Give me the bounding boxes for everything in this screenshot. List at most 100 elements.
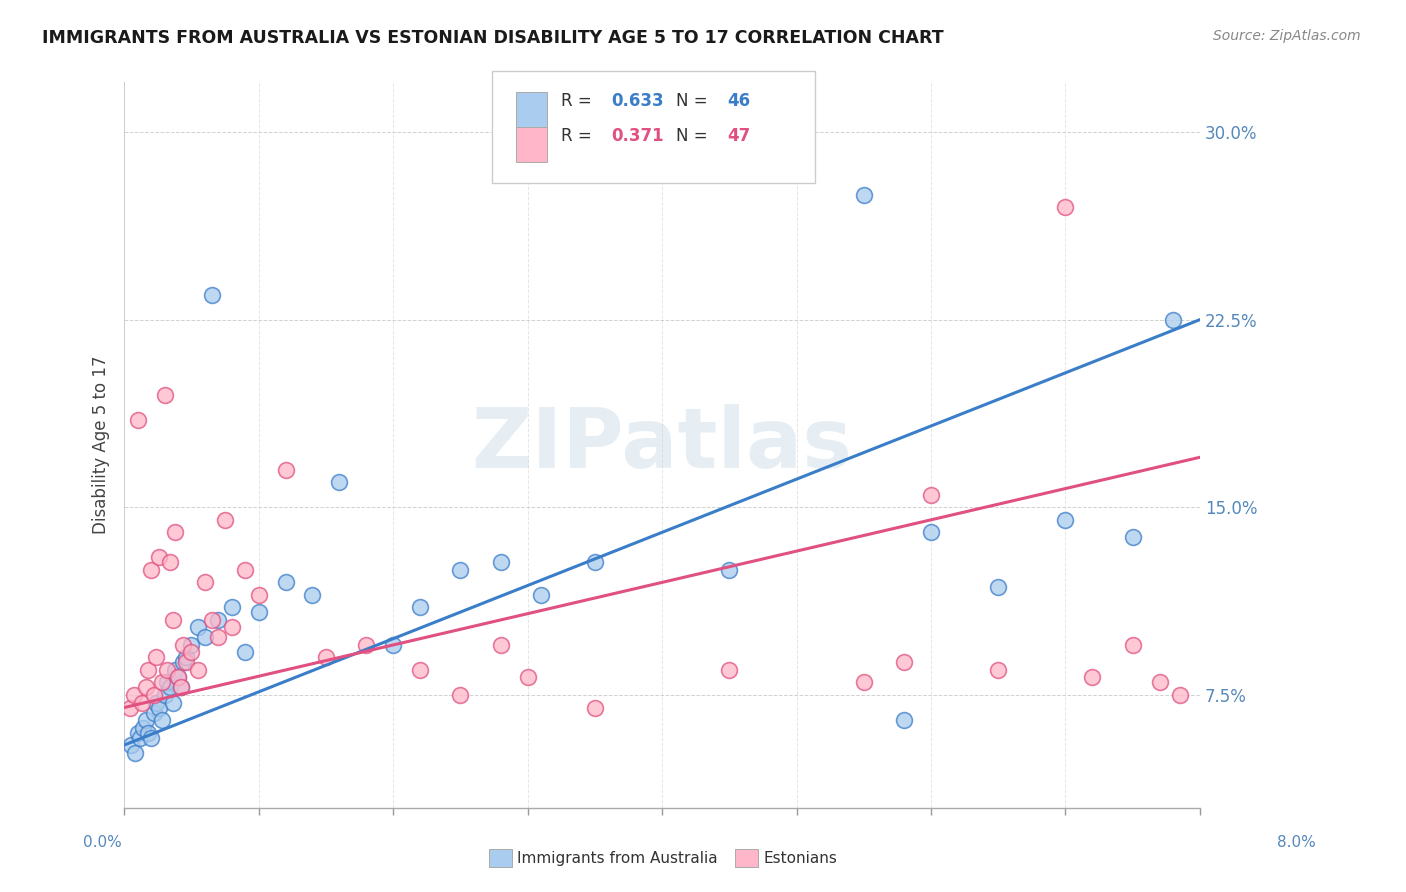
Point [207, 631, 229, 645]
Point [127, 413, 149, 427]
Text: Immigrants from Australia: Immigrants from Australia [517, 851, 718, 865]
Point [274, 463, 297, 477]
Point [172, 656, 194, 670]
Point [247, 606, 270, 620]
Text: Source: ZipAtlas.com: Source: ZipAtlas.com [1213, 29, 1361, 43]
Point [187, 663, 209, 677]
Point [201, 613, 224, 627]
Point [153, 688, 176, 702]
Point [1054, 513, 1077, 527]
Point [139, 563, 162, 577]
Text: N =: N = [676, 92, 713, 110]
Point [301, 588, 323, 602]
Text: IMMIGRANTS FROM AUSTRALIA VS ESTONIAN DISABILITY AGE 5 TO 17 CORRELATION CHART: IMMIGRANTS FROM AUSTRALIA VS ESTONIAN DI… [42, 29, 943, 46]
Point [127, 725, 149, 739]
Point [920, 488, 942, 502]
Point [135, 681, 157, 695]
Point [132, 721, 155, 735]
Point [148, 550, 170, 565]
Point [174, 656, 197, 670]
Point [233, 563, 256, 577]
Point [138, 725, 160, 739]
Point [489, 555, 512, 569]
Point [409, 600, 432, 615]
Point [315, 650, 337, 665]
Point [150, 675, 173, 690]
Point [148, 700, 170, 714]
Point [233, 645, 256, 659]
Text: 46: 46 [727, 92, 749, 110]
Point [409, 663, 432, 677]
Point [156, 663, 179, 677]
Point [142, 706, 165, 720]
Point [129, 731, 152, 745]
Point [153, 387, 176, 401]
Text: 0.633: 0.633 [612, 92, 664, 110]
Point [221, 620, 243, 634]
Point [170, 681, 193, 695]
Point [1168, 688, 1191, 702]
Point [156, 675, 179, 690]
Point [139, 731, 162, 745]
Point [987, 581, 1010, 595]
Point [142, 688, 165, 702]
Text: R =: R = [561, 92, 598, 110]
Point [221, 600, 243, 615]
Point [135, 713, 157, 727]
Point [449, 688, 471, 702]
Point [1081, 671, 1104, 685]
Point [449, 563, 471, 577]
Text: 0.0%: 0.0% [83, 836, 122, 850]
Point [174, 650, 197, 665]
Point [1149, 675, 1171, 690]
Point [1161, 312, 1184, 326]
Point [194, 575, 217, 590]
Point [180, 645, 202, 659]
Point [718, 563, 741, 577]
Point [214, 513, 236, 527]
Text: Estonians: Estonians [763, 851, 838, 865]
Text: ZIPatlas: ZIPatlas [471, 404, 852, 485]
Point [124, 746, 146, 760]
Point [1122, 530, 1144, 544]
Text: N =: N = [676, 127, 713, 145]
Point [167, 671, 190, 685]
Point [167, 671, 190, 685]
Point [530, 588, 553, 602]
Point [180, 638, 202, 652]
Point [194, 631, 217, 645]
Point [583, 700, 606, 714]
Point [489, 638, 512, 652]
Point [987, 663, 1010, 677]
Text: 8.0%: 8.0% [1277, 836, 1316, 850]
Point [920, 525, 942, 540]
Point [162, 696, 184, 710]
Point [852, 187, 875, 202]
Point [159, 681, 181, 695]
Point [201, 287, 224, 301]
Point [118, 700, 141, 714]
Point [145, 696, 167, 710]
Point [893, 656, 915, 670]
Point [165, 525, 187, 540]
Point [247, 588, 270, 602]
Point [170, 681, 193, 695]
Point [354, 638, 377, 652]
Point [583, 555, 606, 569]
Point [382, 638, 405, 652]
Point [1054, 200, 1077, 214]
Point [516, 671, 538, 685]
Point [165, 663, 187, 677]
Text: R =: R = [561, 127, 598, 145]
Point [138, 663, 160, 677]
Point [131, 696, 153, 710]
Point [274, 575, 297, 590]
Point [207, 613, 229, 627]
Point [1122, 638, 1144, 652]
Point [145, 650, 167, 665]
Point [122, 688, 145, 702]
Point [120, 738, 142, 752]
Y-axis label: Disability Age 5 to 17: Disability Age 5 to 17 [93, 356, 110, 534]
Point [718, 663, 741, 677]
Point [172, 638, 194, 652]
